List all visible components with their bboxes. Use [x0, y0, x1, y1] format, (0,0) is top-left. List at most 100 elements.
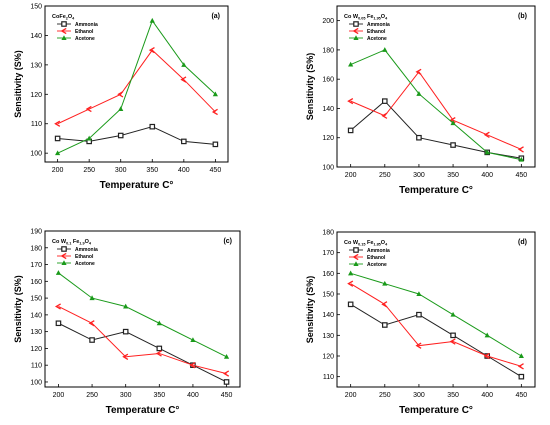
x-tick-label: 250: [86, 392, 98, 399]
y-tick-label: 190: [30, 229, 42, 236]
y-tick-label: 110: [31, 363, 42, 370]
series-line-ethanol: [350, 71, 522, 150]
y-tick-label: 110: [31, 121, 42, 128]
x-tick-label: 300: [413, 392, 425, 399]
y-tick-label: 200: [322, 18, 334, 25]
x-tick-label: 300: [413, 172, 425, 179]
y-tick-label: 140: [30, 33, 42, 40]
series-line-ethanol: [58, 306, 227, 375]
chart-d-svg: 200 250 300 350 400 450 110 120 130 140 150 160 170 1…: [305, 230, 536, 416]
chart-c-svg: 200 250 300 350 400 450 100 110 120 130 140 150 160 1…: [13, 229, 241, 416]
chart-panel-b: 200 250 300 350 400 450 100 120 140 160 180 200 Temp…: [275, 0, 550, 212]
point-ethanol: [483, 131, 490, 138]
point-ethanol: [180, 76, 187, 83]
point-ethanol: [148, 46, 155, 54]
y-tick-label: 180: [322, 47, 334, 54]
y-tick-label: 130: [30, 329, 42, 336]
series-line-ammonia: [350, 303, 522, 378]
point-acetone: [86, 135, 92, 141]
legend-label-ethanol: Ethanol: [367, 255, 386, 261]
point-ethanol: [415, 68, 422, 76]
chart-panel-c: 200 250 300 350 400 450 100 110 120 130 140 150 160 1…: [0, 212, 275, 424]
point-ethanol: [54, 303, 61, 310]
point-ethanol: [211, 108, 218, 116]
point-ammonia: [347, 301, 354, 308]
x-tick-label: 400: [178, 167, 190, 174]
composition-label: Co W0.1 Fe1.9O4: [52, 239, 92, 246]
point-ethanol: [483, 352, 490, 360]
y-tick-label: 100: [30, 151, 42, 158]
plot-frame: [44, 5, 229, 163]
x-tick-label: 200: [53, 392, 65, 399]
point-ethanol: [347, 97, 354, 105]
plot-frame: [336, 231, 536, 388]
x-tick-label: 350: [153, 392, 165, 399]
plot-frame: [336, 5, 536, 168]
x-tick-label: 450: [221, 392, 233, 399]
point-acetone: [416, 291, 422, 296]
point-ethanol: [189, 362, 196, 369]
point-acetone: [123, 303, 129, 309]
x-tick-label: 250: [83, 167, 95, 174]
series-line-acetone: [57, 19, 216, 154]
chart-b-svg: 200 250 300 350 400 450 100 120 140 160 180 200 Temp…: [305, 5, 536, 196]
x-axis-title: Temperature C°: [399, 185, 473, 196]
y-tick-label: 140: [322, 312, 334, 319]
legend-marker-acetone: [61, 260, 67, 265]
x-axis-title: Temperature C°: [100, 180, 174, 191]
y-tick-label: 160: [322, 271, 334, 278]
panel-label: (a): [211, 13, 220, 20]
point-ammonia: [450, 142, 456, 148]
point-acetone: [223, 354, 230, 359]
y-tick-label: 100: [322, 165, 334, 172]
chart-a-svg: 200 250 300 350 400 450 100 110 120 130 140 150 Temp…: [13, 4, 229, 191]
point-acetone: [382, 280, 388, 286]
legend-marker-ethanol: [60, 27, 67, 35]
y-axis-title: Sensitivity (S%): [13, 275, 23, 343]
point-acetone: [212, 91, 218, 97]
x-tick-label: 200: [52, 167, 64, 174]
point-ethanol: [88, 320, 95, 327]
point-ammonia: [54, 135, 61, 142]
point-ammonia: [181, 138, 187, 145]
y-tick-label: 180: [30, 245, 42, 252]
y-tick-label: 170: [322, 250, 334, 257]
plot-frame: [44, 230, 241, 388]
series-line-ethanol: [350, 283, 522, 367]
panel-label: (b): [518, 13, 527, 20]
point-ethanol: [85, 105, 92, 113]
y-tick-label: 120: [322, 135, 334, 142]
x-tick-label: 450: [516, 392, 528, 399]
point-acetone: [118, 106, 124, 112]
x-tick-label: 200: [345, 172, 357, 179]
series-line-ethanol: [57, 49, 216, 125]
series-line-acetone: [350, 49, 522, 161]
x-tick-label: 400: [481, 172, 493, 179]
y-tick-label: 100: [30, 379, 42, 386]
point-ammonia: [149, 123, 156, 130]
legend-label-ammonia: Ammonia: [75, 22, 98, 28]
panel-label: (c): [223, 238, 232, 245]
point-ammonia: [381, 98, 388, 104]
point-acetone: [55, 270, 62, 275]
point-ammonia: [55, 320, 62, 327]
chart-panel-a: 200 250 300 350 400 450 100 110 120 130 140 150 Temp…: [0, 0, 275, 212]
legend-marker-ammonia: [353, 247, 359, 253]
point-acetone: [416, 91, 422, 96]
point-ethanol: [223, 370, 230, 377]
series-line-ammonia: [58, 322, 227, 383]
point-acetone: [450, 120, 456, 126]
point-acetone: [518, 156, 524, 162]
point-ethanol: [381, 301, 388, 308]
point-ethanol: [449, 338, 456, 345]
x-tick-label: 450: [210, 167, 222, 174]
legend-marker-acetone: [353, 261, 359, 266]
y-tick-label: 150: [322, 292, 334, 299]
y-tick-label: 120: [322, 354, 334, 361]
legend-marker-ethanol: [352, 27, 359, 35]
point-ethanol: [155, 350, 162, 357]
legend-marker-acetone: [353, 35, 359, 40]
y-tick-label: 130: [30, 62, 42, 69]
y-tick-label: 120: [30, 92, 42, 99]
point-acetone: [484, 332, 490, 338]
